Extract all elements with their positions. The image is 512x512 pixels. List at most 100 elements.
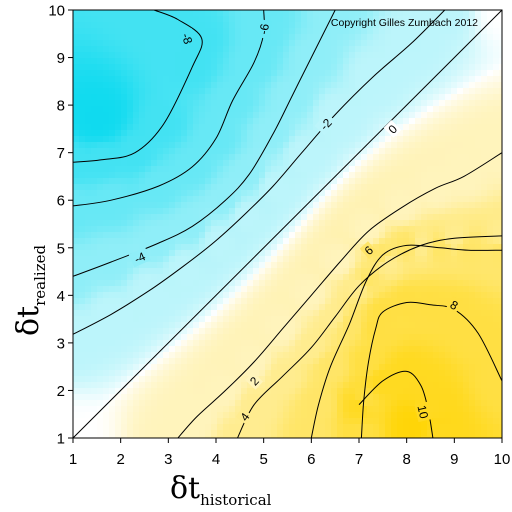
heat-cell — [265, 40, 272, 47]
heat-cell — [307, 430, 314, 437]
heat-cell — [187, 430, 194, 437]
heat-cell — [385, 244, 392, 251]
heat-cell — [91, 40, 98, 47]
heat-cell — [103, 256, 110, 263]
heat-cell — [451, 424, 458, 431]
heat-cell — [163, 208, 170, 215]
heat-cell — [253, 94, 260, 101]
heat-cell — [313, 400, 320, 407]
heat-cell — [283, 202, 290, 209]
heat-cell — [421, 346, 428, 353]
heat-cell — [139, 58, 146, 65]
heat-cell — [331, 328, 338, 335]
heat-cell — [253, 130, 260, 137]
heat-cell — [367, 178, 374, 185]
heat-cell — [301, 382, 308, 389]
heat-cell — [211, 298, 218, 305]
heat-cell — [259, 316, 266, 323]
heat-cell — [229, 280, 236, 287]
heat-cell — [409, 70, 416, 77]
heat-cell — [73, 22, 80, 29]
heat-cell — [373, 394, 380, 401]
heat-cell — [301, 220, 308, 227]
heat-cell — [127, 412, 134, 419]
heat-cell — [463, 262, 470, 269]
heat-cell — [439, 172, 446, 179]
heat-cell — [325, 358, 332, 365]
heat-cell — [427, 436, 434, 438]
heat-cell — [433, 232, 440, 239]
heat-cell — [127, 178, 134, 185]
heat-cell — [373, 160, 380, 167]
heat-cell — [157, 70, 164, 77]
heat-cell — [379, 424, 386, 431]
heat-cell — [199, 346, 206, 353]
heat-cell — [331, 286, 338, 293]
heat-cell — [247, 262, 254, 269]
heat-cell — [127, 274, 134, 281]
heat-cell — [469, 148, 476, 155]
heat-cell — [277, 286, 284, 293]
heat-cell — [463, 418, 470, 425]
heat-cell — [205, 304, 212, 311]
heat-cell — [379, 244, 386, 251]
heat-cell — [385, 256, 392, 263]
heat-cell — [205, 334, 212, 341]
heat-cell — [367, 364, 374, 371]
heat-cell — [139, 40, 146, 47]
heat-cell — [385, 40, 392, 47]
heat-cell — [313, 310, 320, 317]
heat-cell — [379, 94, 386, 101]
heat-cell — [289, 304, 296, 311]
heat-cell — [415, 52, 422, 59]
heat-cell — [415, 424, 422, 431]
heat-cell — [367, 424, 374, 431]
heat-cell — [349, 394, 356, 401]
heat-cell — [475, 280, 482, 287]
heat-cell — [199, 136, 206, 143]
heat-cell — [391, 250, 398, 257]
heat-cell — [157, 334, 164, 341]
heat-cell — [205, 376, 212, 383]
heat-cell — [157, 322, 164, 329]
heat-cell — [253, 82, 260, 89]
heat-cell — [475, 430, 482, 437]
heat-cell — [85, 436, 92, 438]
heat-cell — [79, 244, 86, 251]
heat-cell — [181, 46, 188, 53]
heat-cell — [121, 166, 128, 173]
heat-cell — [85, 388, 92, 395]
heat-cell — [379, 202, 386, 209]
heat-cell — [259, 352, 266, 359]
heat-cell — [163, 268, 170, 275]
heat-cell — [457, 124, 464, 131]
heat-cell — [193, 382, 200, 389]
heat-cell — [379, 148, 386, 155]
heat-cell — [433, 376, 440, 383]
heat-cell — [373, 58, 380, 65]
heat-cell — [145, 400, 152, 407]
heat-cell — [307, 364, 314, 371]
heat-cell — [331, 322, 338, 329]
heat-cell — [253, 88, 260, 95]
heat-cell — [379, 178, 386, 185]
heat-cell — [229, 286, 236, 293]
heat-cell — [439, 106, 446, 113]
heat-cell — [427, 286, 434, 293]
heat-cell — [469, 124, 476, 131]
heat-cell — [457, 400, 464, 407]
heat-cell — [217, 10, 224, 17]
heat-cell — [271, 202, 278, 209]
heat-cell — [481, 166, 488, 173]
heat-cell — [343, 232, 350, 239]
heat-cell — [73, 130, 80, 137]
heat-cell — [151, 124, 158, 131]
heat-cell — [469, 76, 476, 83]
heat-cell — [361, 70, 368, 77]
heat-cell — [91, 124, 98, 131]
heat-cell — [223, 52, 230, 59]
heat-cell — [151, 64, 158, 71]
heat-cell — [187, 154, 194, 161]
heat-cell — [451, 376, 458, 383]
heat-cell — [115, 22, 122, 29]
